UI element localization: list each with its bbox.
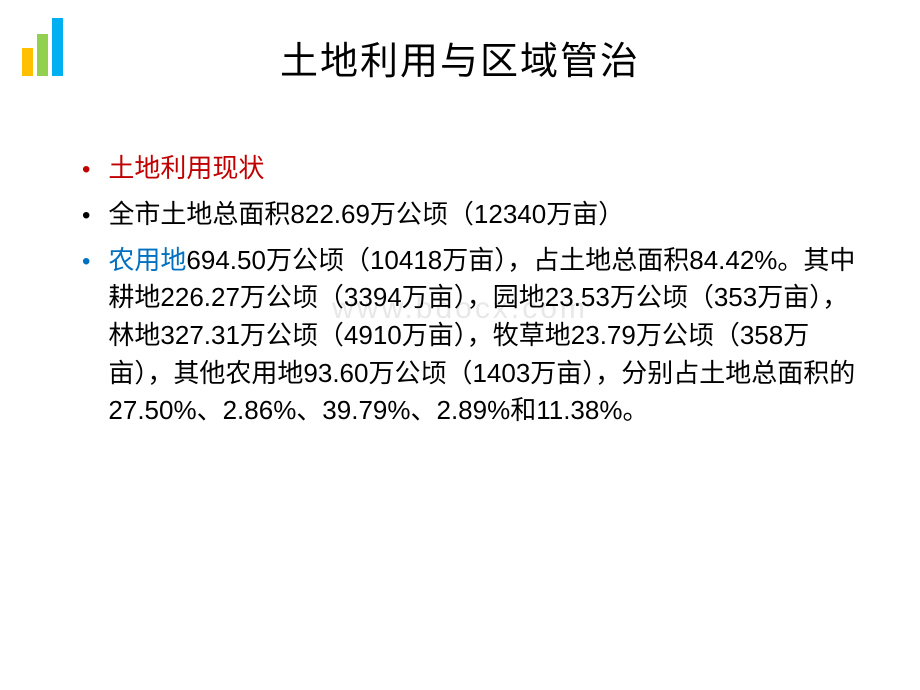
bullet-item-1: • 土地利用现状 bbox=[82, 150, 870, 188]
bullet-marker-3: • bbox=[82, 245, 90, 280]
bullet-marker-1: • bbox=[82, 153, 90, 188]
logo-bar-3 bbox=[52, 18, 63, 76]
logo-bar-1 bbox=[22, 48, 33, 76]
content-area: • 土地利用现状 • 全市土地总面积822.69万公顷（12340万亩） • 农… bbox=[0, 150, 920, 430]
bullet-marker-2: • bbox=[82, 199, 90, 234]
slide-title: 土地利用与区域管治 bbox=[0, 0, 920, 85]
bullet-3-prefix: 农用地 bbox=[108, 245, 186, 275]
logo-bar-2 bbox=[37, 34, 48, 76]
bullet-item-3: • 农用地694.50万公顷（10418万亩），占土地总面积84.42%。其中耕… bbox=[82, 242, 870, 430]
logo-bars bbox=[22, 18, 63, 76]
bullet-3-body: 694.50万公顷（10418万亩），占土地总面积84.42%。其中耕地226.… bbox=[108, 245, 855, 426]
bullet-text-1: 土地利用现状 bbox=[108, 150, 264, 188]
bullet-item-2: • 全市土地总面积822.69万公顷（12340万亩） bbox=[82, 196, 870, 234]
bullet-text-3: 农用地694.50万公顷（10418万亩），占土地总面积84.42%。其中耕地2… bbox=[108, 242, 870, 430]
bullet-text-2: 全市土地总面积822.69万公顷（12340万亩） bbox=[108, 196, 624, 234]
